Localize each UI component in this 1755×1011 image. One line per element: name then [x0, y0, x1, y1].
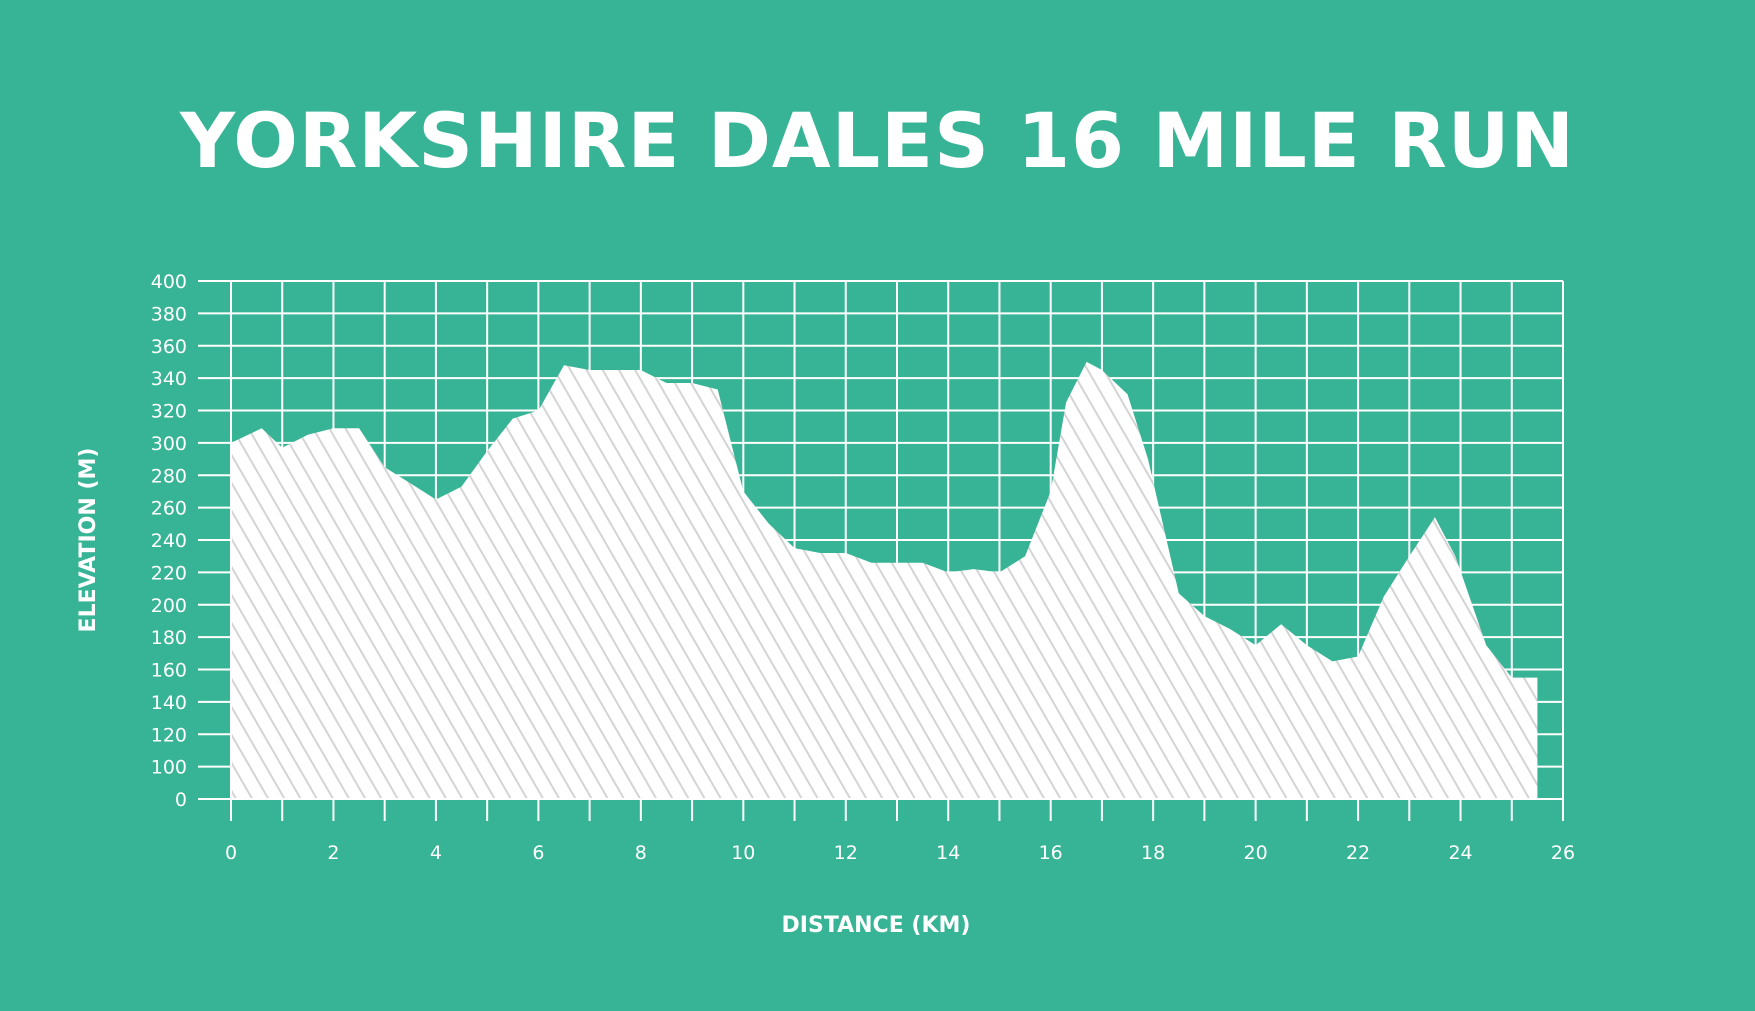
y-axis-title: ELEVATION (M): [76, 448, 101, 633]
y-tick-label: 240: [151, 530, 187, 552]
y-tick-label: 340: [151, 368, 187, 390]
x-tick-label: 16: [1039, 842, 1063, 864]
y-tick-label: 360: [151, 336, 187, 358]
y-tick-label: 160: [151, 660, 187, 682]
elevation-area: [231, 361, 1538, 799]
x-tick-label: 2: [327, 842, 339, 864]
y-tick-label: 120: [151, 724, 187, 746]
x-tick-label: 20: [1244, 842, 1268, 864]
chart-title: YORKSHIRE DALES 16 MILE RUN: [179, 96, 1576, 185]
x-tick-labels: 0 2 4 6 8 10 12 14 16 18 20 22 24 26: [225, 842, 1575, 864]
y-tick-label: 0: [175, 789, 187, 811]
y-tick-label: 280: [151, 465, 187, 487]
x-tick-label: 12: [834, 842, 858, 864]
x-tick-label: 6: [532, 842, 544, 864]
y-tick-label: 260: [151, 498, 187, 520]
y-tick-label: 300: [151, 433, 187, 455]
x-axis-title: DISTANCE (KM): [782, 913, 971, 938]
x-tick-label: 22: [1346, 842, 1370, 864]
y-tick-label: 140: [151, 692, 187, 714]
x-tick-label: 4: [430, 842, 442, 864]
x-tick-label: 24: [1448, 842, 1472, 864]
y-tick-label: 380: [151, 303, 187, 325]
y-tick-label: 200: [151, 595, 187, 617]
axes: [198, 280, 1564, 821]
x-tick-label: 18: [1141, 842, 1165, 864]
y-tick-label: 100: [151, 757, 187, 779]
x-tick-label: 14: [936, 842, 960, 864]
x-tick-label: 0: [225, 842, 237, 864]
y-tick-label: 400: [151, 271, 187, 293]
y-tick-label: 220: [151, 562, 187, 584]
x-tick-label: 10: [731, 842, 755, 864]
x-tick-label: 8: [635, 842, 647, 864]
x-tick-label: 26: [1551, 842, 1575, 864]
y-tick-labels: 0 100 120 140 160 180 200 220 240 260 280 300 320 340…: [151, 271, 187, 811]
y-tick-label: 320: [151, 401, 187, 423]
y-tick-label: 180: [151, 627, 187, 649]
